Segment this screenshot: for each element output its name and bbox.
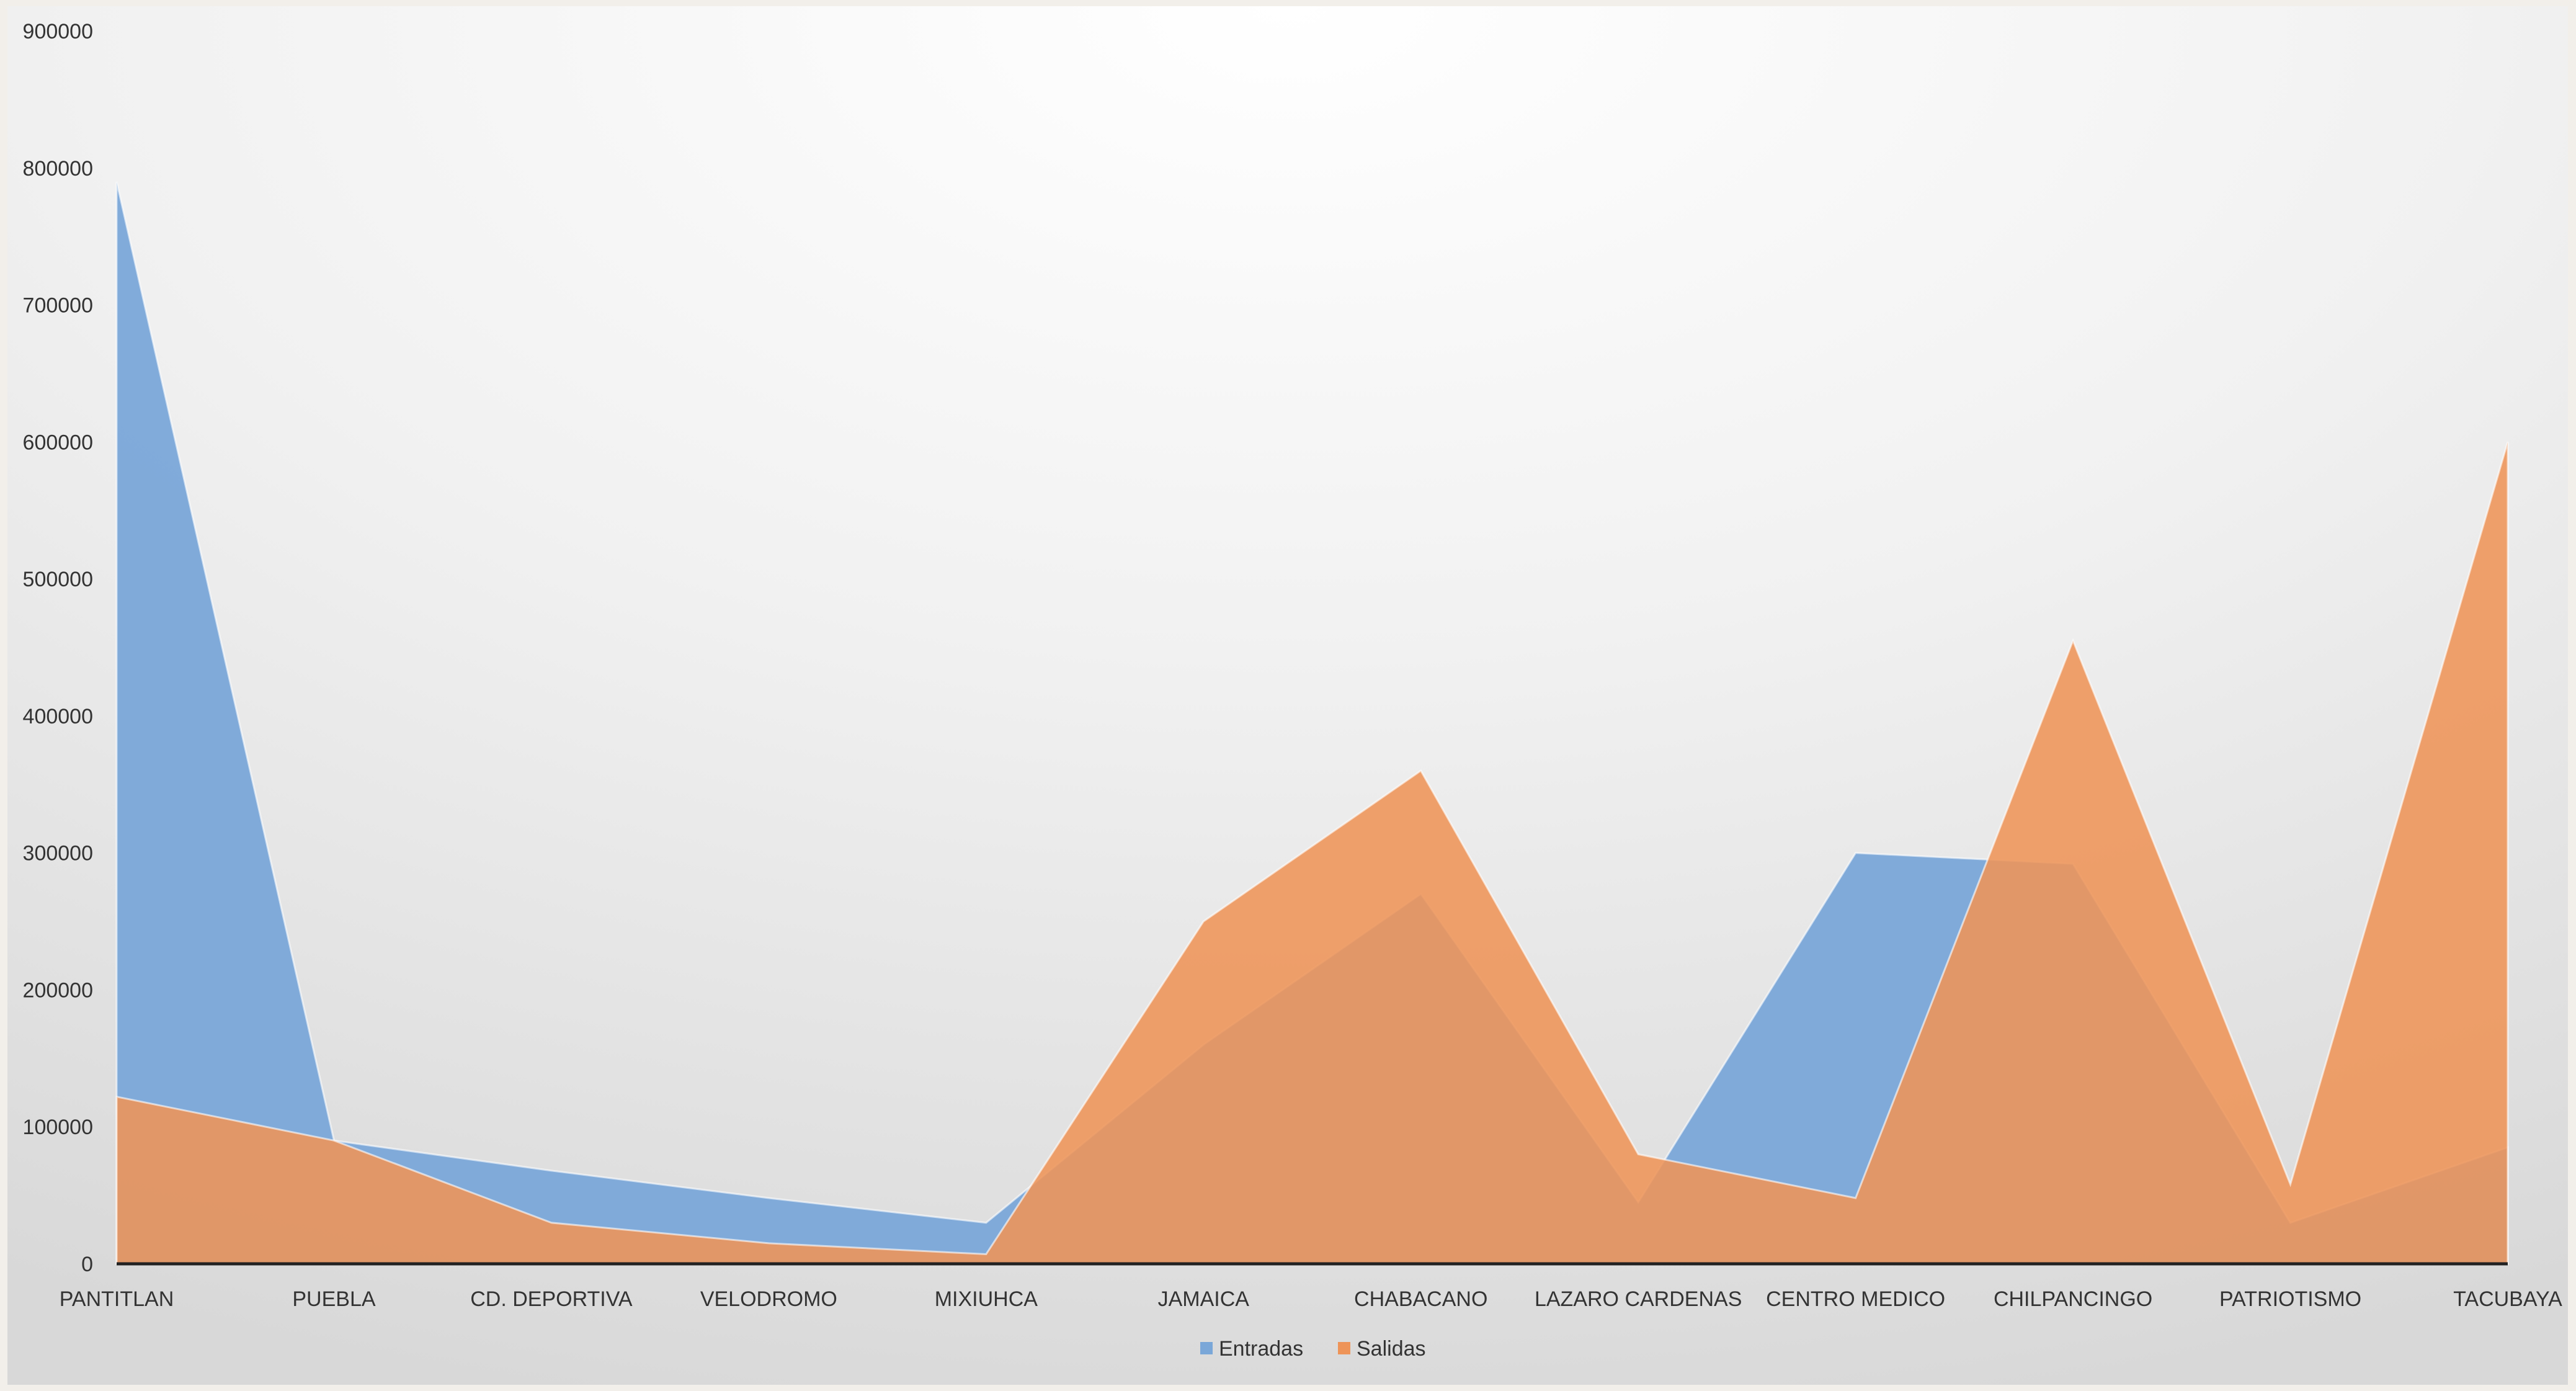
y-tick-label: 300000 <box>23 842 93 865</box>
y-tick-label: 600000 <box>23 431 93 454</box>
x-tick-label: CD. DEPORTIVA <box>470 1287 633 1311</box>
x-tick-label: LAZARO CARDENAS <box>1535 1287 1742 1311</box>
y-tick-label: 100000 <box>23 1116 93 1139</box>
legend-swatch-salidas <box>1338 1342 1350 1354</box>
y-axis-ticks: 0 100000 200000 300000 400000 500000 600000 700… <box>23 20 93 1276</box>
y-tick-label: 900000 <box>23 20 93 43</box>
x-tick-label: PATRIOTISMO <box>2219 1287 2361 1311</box>
series-layer <box>115 181 2509 1265</box>
x-axis-ticks: PANTITLAN PUEBLA CD. DEPORTIVA VELODROMO MIX… <box>60 1287 2562 1311</box>
y-tick-label: 200000 <box>23 978 93 1002</box>
x-tick-label: PANTITLAN <box>60 1287 174 1311</box>
area-series-salidas <box>115 441 2509 1265</box>
y-tick-label: 500000 <box>23 568 93 591</box>
legend-swatch-entradas <box>1200 1342 1213 1354</box>
x-tick-label: VELODROMO <box>700 1287 837 1311</box>
legend: Entradas Salidas <box>1200 1337 1426 1361</box>
x-tick-label: JAMAICA <box>1158 1287 1250 1311</box>
y-tick-label: 700000 <box>23 294 93 318</box>
x-tick-label: PUEBLA <box>292 1287 375 1311</box>
y-tick-label: 400000 <box>23 705 93 728</box>
x-tick-label: CENTRO MEDICO <box>1766 1287 1945 1311</box>
x-tick-label: CHILPANCINGO <box>1994 1287 2152 1311</box>
y-tick-label: 800000 <box>23 157 93 181</box>
x-tick-label: TACUBAYA <box>2453 1287 2562 1311</box>
legend-label-salidas: Salidas <box>1357 1337 1426 1361</box>
x-tick-label: MIXIUHCA <box>935 1287 1038 1311</box>
x-tick-label: CHABACANO <box>1354 1287 1487 1311</box>
y-tick-label: 0 <box>81 1253 93 1276</box>
legend-label-entradas: Entradas <box>1219 1337 1303 1361</box>
